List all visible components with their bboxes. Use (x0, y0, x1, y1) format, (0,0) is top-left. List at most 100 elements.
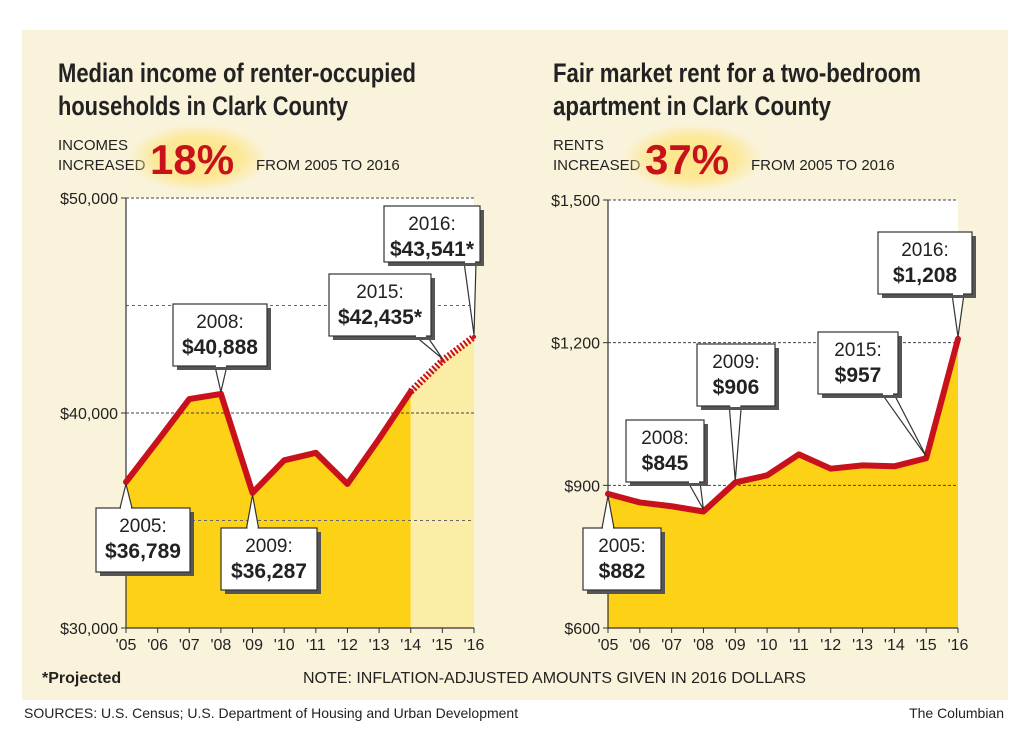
x-tick-label: '11 (789, 637, 809, 654)
data-point (313, 450, 318, 455)
x-tick-label: '07 (179, 637, 200, 654)
x-tick-label: '11 (306, 637, 326, 654)
callout-value: $906 (713, 376, 760, 399)
x-tick-label: '15 (916, 637, 937, 654)
data-point (669, 504, 674, 509)
callout-year: 2015: (356, 282, 404, 303)
x-tick-label: '12 (337, 637, 358, 654)
data-point (377, 436, 382, 441)
x-tick-label: '14 (884, 637, 905, 654)
data-point (218, 391, 223, 396)
x-tick-label: '10 (274, 637, 295, 654)
data-point (637, 500, 642, 505)
y-tick-label: $1,500 (551, 193, 600, 210)
x-tick-label: '16 (948, 637, 969, 654)
data-point (250, 490, 255, 495)
sources-footer: SOURCES: U.S. Census; U.S. Department of… (24, 705, 519, 721)
callout-year: 2008: (196, 312, 244, 333)
callout-year: 2008: (641, 428, 689, 449)
y-tick-label: $900 (564, 478, 600, 495)
callout-value: $1,208 (893, 264, 958, 287)
chart-title-line-2: apartment in Clark County (553, 91, 831, 121)
highlight-value: 18% (150, 136, 234, 183)
callout-box (625, 419, 705, 483)
x-tick-label: '14 (400, 637, 421, 654)
credit-footer: The Columbian (909, 705, 1004, 721)
data-point (440, 358, 445, 363)
y-tick-label: $50,000 (60, 191, 118, 208)
highlight-suffix: FROM 2005 TO 2016 (751, 157, 895, 174)
highlight-prefix-1: RENTS (553, 137, 604, 154)
callout-value: $36,287 (231, 560, 307, 583)
highlight-suffix: FROM 2005 TO 2016 (256, 157, 400, 174)
y-tick-label: $600 (564, 621, 600, 638)
chart-title: Fair market rent for a two-bedroom apartm… (553, 58, 921, 121)
x-tick-label: '08 (693, 637, 714, 654)
callout-value: $957 (835, 364, 882, 387)
highlight-value: 37% (645, 136, 729, 183)
callout-box (328, 273, 432, 337)
x-tick-label: '09 (242, 637, 263, 654)
callout-value: $845 (642, 452, 689, 475)
x-tick-label: '15 (432, 637, 453, 654)
data-point (155, 438, 160, 443)
callout-value: $43,541* (390, 238, 475, 261)
x-tick-label: '07 (661, 637, 682, 654)
callout-box (696, 343, 776, 407)
series-line (605, 335, 961, 515)
data-point (606, 491, 610, 496)
x-tick-label: '12 (820, 637, 841, 654)
data-point (733, 480, 738, 485)
highlight-glow (128, 124, 268, 192)
data-point (765, 473, 770, 478)
chart-title-line-1: Median income of renter-occupied (58, 58, 416, 88)
x-tick-label: '10 (757, 637, 778, 654)
income-chart: Median income of renter-occupied househol… (58, 58, 485, 654)
data-point (956, 336, 960, 341)
callout-year: 2016: (901, 240, 949, 261)
callout-value: $40,888 (182, 336, 258, 359)
callout-value: $42,435* (338, 306, 423, 329)
x-tick-label: '06 (629, 637, 650, 654)
highlight-prefix-2: INCREASED (58, 157, 146, 174)
x-tick-label: '05 (116, 637, 137, 654)
data-point (860, 463, 865, 468)
x-tick-label: '13 (852, 637, 873, 654)
inflation-note: NOTE: INFLATION-ADJUSTED AMOUNTS GIVEN I… (303, 670, 806, 687)
chart-title-line-2: households in Clark County (58, 91, 348, 121)
series-line (123, 388, 414, 496)
callout-box (220, 527, 318, 591)
area-fill (126, 391, 411, 628)
highlight-prefix-2: INCREASED (553, 157, 641, 174)
callout-box (383, 205, 481, 263)
callout-box (817, 331, 899, 395)
highlight-prefix-1: INCOMES (58, 137, 128, 154)
x-tick-label: '16 (464, 637, 485, 654)
data-point (828, 466, 833, 471)
projected-area-fill (410, 336, 474, 628)
callout-year: 2005: (119, 516, 167, 537)
callout-box (95, 507, 191, 573)
data-point (282, 458, 287, 463)
rent-chart: Fair market rent for a two-bedroom apartm… (551, 58, 976, 654)
callout-value: $36,789 (105, 540, 181, 563)
callout-value: $882 (599, 560, 646, 583)
data-point (187, 397, 192, 402)
data-point (472, 334, 476, 339)
x-tick-label: '06 (147, 637, 168, 654)
callout-year: 2005: (598, 536, 646, 557)
y-tick-label: $30,000 (60, 621, 118, 638)
x-tick-label: '08 (210, 637, 231, 654)
data-point (345, 481, 350, 486)
callout-box (877, 231, 973, 295)
highlight-glow (623, 124, 763, 192)
chart-title-line-1: Fair market rent for a two-bedroom (553, 58, 921, 88)
data-point (892, 464, 897, 469)
callout-box (582, 527, 662, 591)
projected-note: *Projected (42, 670, 121, 687)
callout-year: 2015: (834, 340, 882, 361)
x-tick-label: '05 (598, 637, 619, 654)
y-tick-label: $40,000 (60, 406, 118, 423)
data-point (924, 456, 929, 461)
